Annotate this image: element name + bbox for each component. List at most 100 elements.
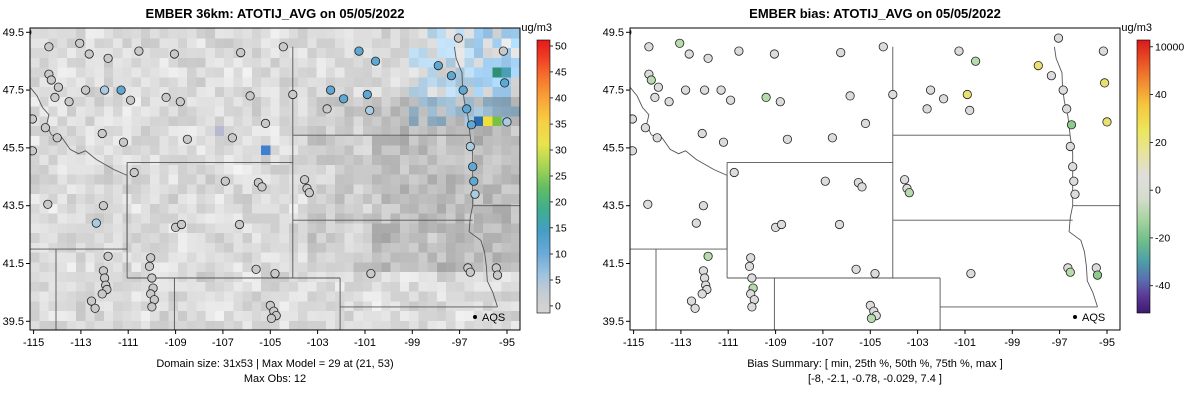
- station-marker: [322, 104, 332, 114]
- y-axis-tick-label: 47.5: [3, 85, 24, 97]
- station-marker: [1065, 267, 1075, 277]
- station-marker: [691, 218, 701, 228]
- station-marker: [1033, 60, 1043, 71]
- station-marker: [354, 46, 364, 56]
- x-axis-tick-label: -109: [765, 337, 787, 349]
- colorbar-tick-label: 30: [555, 145, 567, 157]
- station-marker: [43, 199, 53, 209]
- station-marker: [1102, 117, 1112, 127]
- station-marker: [690, 303, 700, 313]
- station-marker: [686, 296, 697, 306]
- station-marker: [129, 167, 139, 178]
- station-marker: [468, 162, 478, 172]
- y-axis-tick-label: 49.5: [3, 27, 24, 39]
- y-axis-tick-label: 43.5: [3, 200, 24, 212]
- station-marker: [664, 97, 674, 107]
- station-marker: [146, 253, 156, 263]
- y-axis-tick-label: 45.5: [603, 142, 624, 154]
- y-axis-tick-label: 39.5: [3, 316, 24, 328]
- station-marker: [697, 289, 707, 299]
- station-marker: [176, 219, 187, 230]
- station-marker: [640, 123, 651, 133]
- station-marker: [64, 97, 74, 107]
- station-marker: [234, 219, 245, 230]
- station-marker: [729, 167, 739, 178]
- station-marker: [681, 85, 691, 95]
- station-marker: [734, 46, 744, 56]
- station-marker: [782, 134, 792, 144]
- x-axis-tick-label: -99: [404, 337, 420, 349]
- station-marker: [851, 264, 861, 274]
- axes: -115 -113 -111 -109 -107 -105 -103 -101 -99 -97 -9…: [603, 27, 1115, 349]
- station-marker: [227, 133, 237, 143]
- colorbar-tick-label: 10: [555, 249, 567, 261]
- station-marker: [134, 46, 144, 56]
- station-marker: [50, 92, 60, 103]
- bias-map: -115 -113 -111 -109 -107 -105 -103 -101 -99 -97 -9…: [603, 27, 1185, 349]
- x-axis-tick-label: -105: [859, 337, 881, 349]
- x-axis-tick-label: -95: [1099, 337, 1115, 349]
- x-axis-tick-label: -113: [70, 337, 91, 349]
- x-axis-tick-label: -103: [907, 337, 929, 349]
- station-marker: [492, 270, 503, 280]
- station-marker: [1069, 176, 1079, 186]
- station-marker: [502, 117, 512, 127]
- station-marker: [469, 176, 479, 186]
- station-marker: [965, 105, 975, 116]
- station-marker: [1099, 78, 1110, 88]
- aqs-legend-dot-icon: [473, 315, 477, 319]
- station-marker: [365, 105, 375, 116]
- station-marker: [646, 75, 656, 85]
- y-axis-tick-label: 45.5: [3, 142, 24, 154]
- station-marker: [465, 267, 475, 277]
- station-marker: [147, 302, 157, 312]
- station-marker: [698, 201, 709, 211]
- aqs-legend: AQS: [473, 312, 505, 324]
- station-marker: [220, 176, 230, 186]
- station-marker: [304, 188, 314, 198]
- station-marker: [182, 134, 192, 144]
- station-marker: [466, 120, 477, 130]
- model-caption-line2: Max Obs: 12: [243, 373, 307, 385]
- station-marker: [834, 219, 845, 230]
- station-marker: [144, 261, 155, 271]
- station-marker: [75, 38, 85, 48]
- x-axis-tick-label: -103: [307, 337, 329, 349]
- station-marker: [653, 82, 664, 92]
- station-marker: [499, 78, 510, 88]
- station-marker: [1070, 189, 1080, 199]
- colorbar-tick-label: 0: [1155, 185, 1161, 197]
- station-marker: [86, 296, 97, 306]
- station-marker: [260, 118, 271, 129]
- station-marker: [103, 251, 113, 261]
- station-marker: [1062, 104, 1072, 114]
- station-marker: [925, 85, 936, 95]
- station-marker: [827, 133, 837, 143]
- model-map-panel: -115 -113 -111 -109 -107 -105 -103 -101 -99 -97 -9…: [0, 6, 567, 387]
- model-map-caption: Domain size: 31x53 | Max Model = 29 at (…: [0, 357, 550, 387]
- station-marker: [652, 133, 662, 143]
- station-marker: [836, 47, 846, 58]
- x-axis-tick-label: -113: [670, 337, 691, 349]
- y-axis-tick-label: 47.5: [603, 85, 624, 97]
- station-marker: [40, 123, 51, 133]
- station-marker: [81, 85, 91, 95]
- colorbar-tick-label: -20: [1155, 232, 1170, 244]
- x-axis-tick-label: -111: [118, 337, 138, 349]
- station-marker: [744, 261, 755, 271]
- x-axis-tick-label: -99: [1004, 337, 1020, 349]
- station-marker: [1068, 162, 1078, 172]
- station-marker: [703, 53, 713, 63]
- state-borders: [630, 46, 1120, 330]
- station-marker: [776, 219, 787, 230]
- station-marker: [325, 85, 336, 95]
- raster-layer: [30, 28, 520, 330]
- station-marker: [899, 175, 910, 185]
- station-marker: [1058, 85, 1068, 95]
- station-marker: [938, 94, 949, 104]
- station-markers: [630, 28, 1112, 323]
- x-axis-tick-label: -101: [354, 337, 376, 349]
- station-marker: [644, 42, 654, 52]
- station-marker: [433, 60, 443, 71]
- colorbar-tick-label: -40: [1155, 280, 1170, 292]
